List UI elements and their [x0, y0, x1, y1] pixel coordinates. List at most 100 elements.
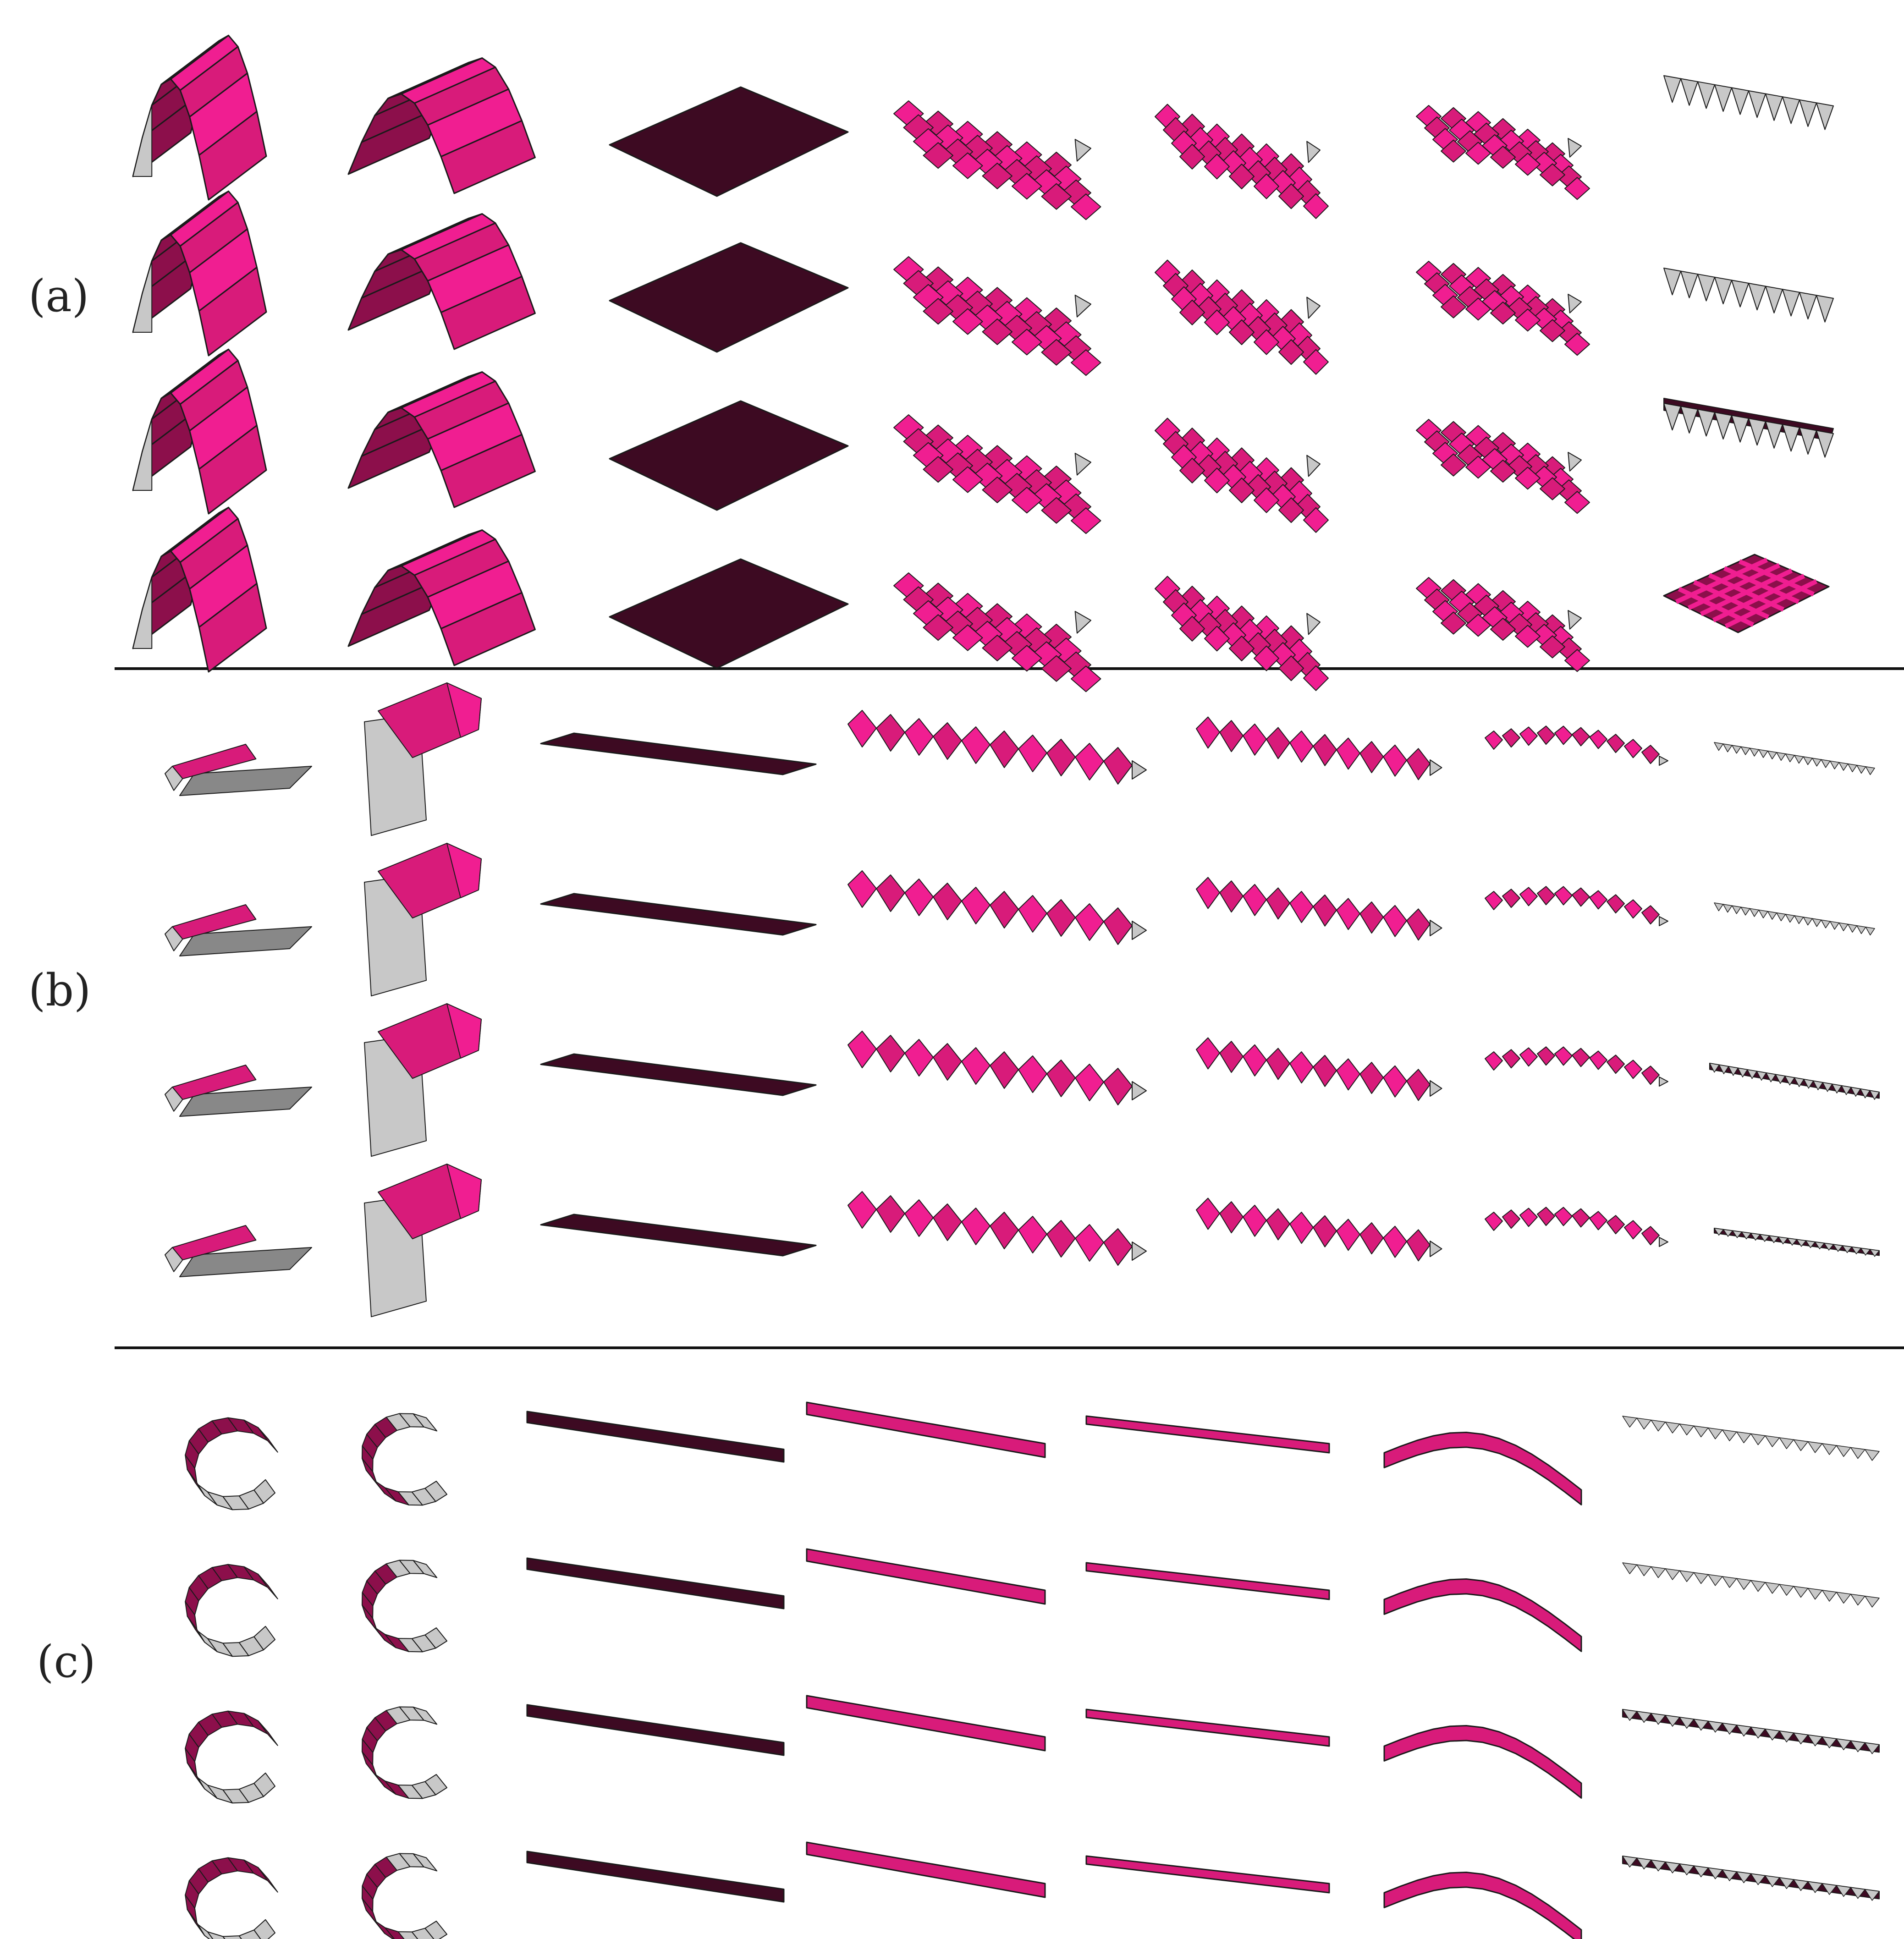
- curved-bar-thumbnail: [1383, 1725, 1582, 1799]
- panel-label-a: (a): [28, 270, 89, 322]
- long-folded-thumbnail: [847, 710, 1147, 785]
- folded-arch-curved-thumbnail: [1416, 261, 1590, 356]
- folded-arch-thumbnail: [893, 414, 1101, 534]
- arch-smooth-thumbnail: [347, 57, 536, 194]
- roll-tall-thumbnail: [364, 843, 482, 997]
- long-bar-thumbnail: [526, 1411, 785, 1463]
- folded-arch-thumbnail: [893, 572, 1101, 692]
- panel-b-row: [165, 843, 1875, 997]
- panel-c-row: [185, 1548, 1880, 1657]
- folded-bar-thumbnail: [806, 1401, 1046, 1458]
- arch-smooth-thumbnail: [347, 371, 536, 508]
- curved-bar-thumbnail: [1383, 1578, 1582, 1652]
- ring-target-thumbnail: [185, 1857, 278, 1939]
- pattern-end-thumbnail: [1663, 75, 1834, 130]
- curved-bar-thumbnail: [1383, 1432, 1582, 1505]
- arch-smooth-thumbnail: [347, 529, 536, 666]
- folded-arch-curved-thumbnail: [1416, 577, 1590, 672]
- divider-b-c: [115, 1346, 1904, 1349]
- folded-arch-small-thumbnail: [1155, 259, 1329, 375]
- arch-target-thumbnail: [132, 34, 267, 201]
- pattern-end-thumbnail: [1663, 398, 1834, 458]
- panel-c-row: [185, 1401, 1880, 1511]
- pattern-end-thumbnail: [1622, 1709, 1880, 1754]
- panel-b-row: [165, 1003, 1880, 1157]
- long-folded-curved-thumbnail: [1485, 886, 1668, 926]
- panel-label-c: (c): [37, 1636, 96, 1687]
- ring-open-thumbnail: [361, 1413, 448, 1506]
- roll-target-thumbnail: [165, 904, 312, 956]
- roll-target-thumbnail: [165, 744, 312, 796]
- long-folded-thumbnail: [847, 1191, 1147, 1266]
- flat-sheet-thumbnail: [609, 242, 849, 353]
- folded-bar-thumbnail: [806, 1841, 1046, 1898]
- long-folded-small-thumbnail: [1196, 716, 1442, 780]
- roll-tall-thumbnail: [364, 1003, 482, 1157]
- long-folded-small-thumbnail: [1196, 1037, 1442, 1101]
- pattern-end-thumbnail: [1622, 1562, 1880, 1608]
- ring-open-thumbnail: [361, 1853, 448, 1939]
- folded-bar-small-thumbnail: [1085, 1415, 1330, 1454]
- roll-target-thumbnail: [165, 1225, 312, 1277]
- flat-sheet-thumbnail: [609, 86, 849, 197]
- folded-arch-small-thumbnail: [1155, 576, 1329, 691]
- long-folded-thumbnail: [847, 870, 1147, 945]
- pattern-end-thumbnail: [1714, 902, 1875, 936]
- pattern-end-thumbnail: [1622, 1856, 1880, 1901]
- roll-target-thumbnail: [165, 1065, 312, 1117]
- folded-arch-thumbnail: [893, 256, 1101, 376]
- arch-target-thumbnail: [132, 506, 267, 673]
- panel-b-row: [165, 682, 1875, 836]
- folded-arch-curved-thumbnail: [1416, 419, 1590, 514]
- roll-tall-thumbnail: [364, 1164, 482, 1318]
- long-bar-thumbnail: [526, 1704, 785, 1756]
- curved-bar-thumbnail: [1383, 1872, 1582, 1939]
- roll-tall-thumbnail: [364, 682, 482, 836]
- long-folded-small-thumbnail: [1196, 1197, 1442, 1262]
- arch-target-thumbnail: [132, 190, 267, 357]
- pattern-end-thumbnail: [1663, 268, 1834, 323]
- folded-bar-thumbnail: [806, 1548, 1046, 1605]
- arch-target-thumbnail: [132, 348, 267, 515]
- divider-a-b: [115, 667, 1904, 670]
- folded-bar-small-thumbnail: [1085, 1562, 1330, 1600]
- panel-label-b: (b): [28, 965, 91, 1016]
- panel-a-row: [132, 506, 1830, 692]
- ring-open-thumbnail: [361, 1560, 448, 1653]
- ring-open-thumbnail: [361, 1706, 448, 1799]
- panel-b-row: [165, 1164, 1880, 1318]
- panel-c-row: [185, 1841, 1880, 1939]
- arch-smooth-thumbnail: [347, 213, 536, 350]
- panel-c-row: [185, 1695, 1880, 1804]
- ring-target-thumbnail: [185, 1564, 278, 1657]
- long-folded-curved-thumbnail: [1485, 725, 1668, 766]
- long-folded-curved-thumbnail: [1485, 1046, 1668, 1087]
- folded-arch-small-thumbnail: [1155, 417, 1329, 533]
- folded-arch-curved-thumbnail: [1416, 105, 1590, 200]
- long-bar-thumbnail: [526, 1851, 785, 1903]
- pattern-end-thumbnail: [1622, 1416, 1880, 1461]
- ring-target-thumbnail: [185, 1417, 278, 1511]
- panel-a-row: [132, 34, 1834, 220]
- ring-target-thumbnail: [185, 1710, 278, 1804]
- flat-sheet-thumbnail: [609, 400, 849, 511]
- pattern-end-thumbnail: [1714, 742, 1875, 775]
- panel-a-row: [132, 348, 1834, 534]
- pattern-end-thumbnail: [1663, 554, 1830, 633]
- folded-bar-small-thumbnail: [1085, 1855, 1330, 1894]
- long-sheet-thumbnail: [540, 893, 817, 936]
- long-sheet-thumbnail: [540, 1214, 817, 1257]
- long-sheet-thumbnail: [540, 1053, 817, 1096]
- long-folded-thumbnail: [847, 1031, 1147, 1105]
- folded-arch-thumbnail: [893, 100, 1101, 220]
- long-sheet-thumbnail: [540, 732, 817, 775]
- panel-a-row: [132, 190, 1834, 376]
- long-folded-curved-thumbnail: [1485, 1207, 1668, 1247]
- pattern-end-thumbnail: [1714, 1228, 1880, 1257]
- long-bar-thumbnail: [526, 1557, 785, 1609]
- folded-bar-thumbnail: [806, 1695, 1046, 1752]
- long-folded-small-thumbnail: [1196, 877, 1442, 941]
- flat-sheet-thumbnail: [609, 558, 849, 669]
